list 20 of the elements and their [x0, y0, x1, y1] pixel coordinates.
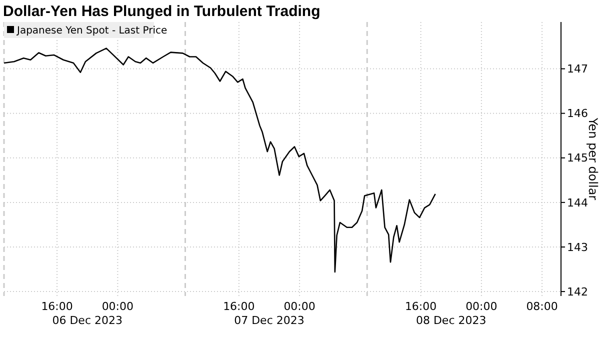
legend-label: Japanese Yen Spot - Last Price: [16, 26, 168, 36]
x-tick-label: 16:00: [223, 300, 255, 313]
x-tick-label: 00:00: [102, 300, 134, 313]
y-tick-label: 144: [567, 196, 588, 210]
x-tick-label: 16:00: [41, 300, 73, 313]
y-axis-title: Yen per dollar: [586, 116, 600, 200]
chart-title: Dollar-Yen Has Plunged in Turbulent Trading: [3, 3, 320, 20]
x-tick-label: 00:00: [284, 300, 316, 313]
x-tick-label: 16:00: [404, 300, 437, 313]
x-tick-label: 00:00: [466, 300, 498, 313]
y-tick-label: 147: [567, 62, 588, 76]
y-tick-label: 142: [567, 285, 588, 298]
text: 08 Dec 2023: [416, 314, 486, 327]
line-series: [3, 48, 436, 273]
text: 06 Dec 2023: [52, 314, 122, 327]
y-tick-label: 143: [567, 240, 588, 254]
y-tick-label: 145: [567, 152, 588, 165]
text: 07 Dec 2023: [234, 314, 304, 327]
x-tick-label: 08:00: [526, 300, 558, 313]
y-tick-label: 146: [567, 107, 588, 120]
